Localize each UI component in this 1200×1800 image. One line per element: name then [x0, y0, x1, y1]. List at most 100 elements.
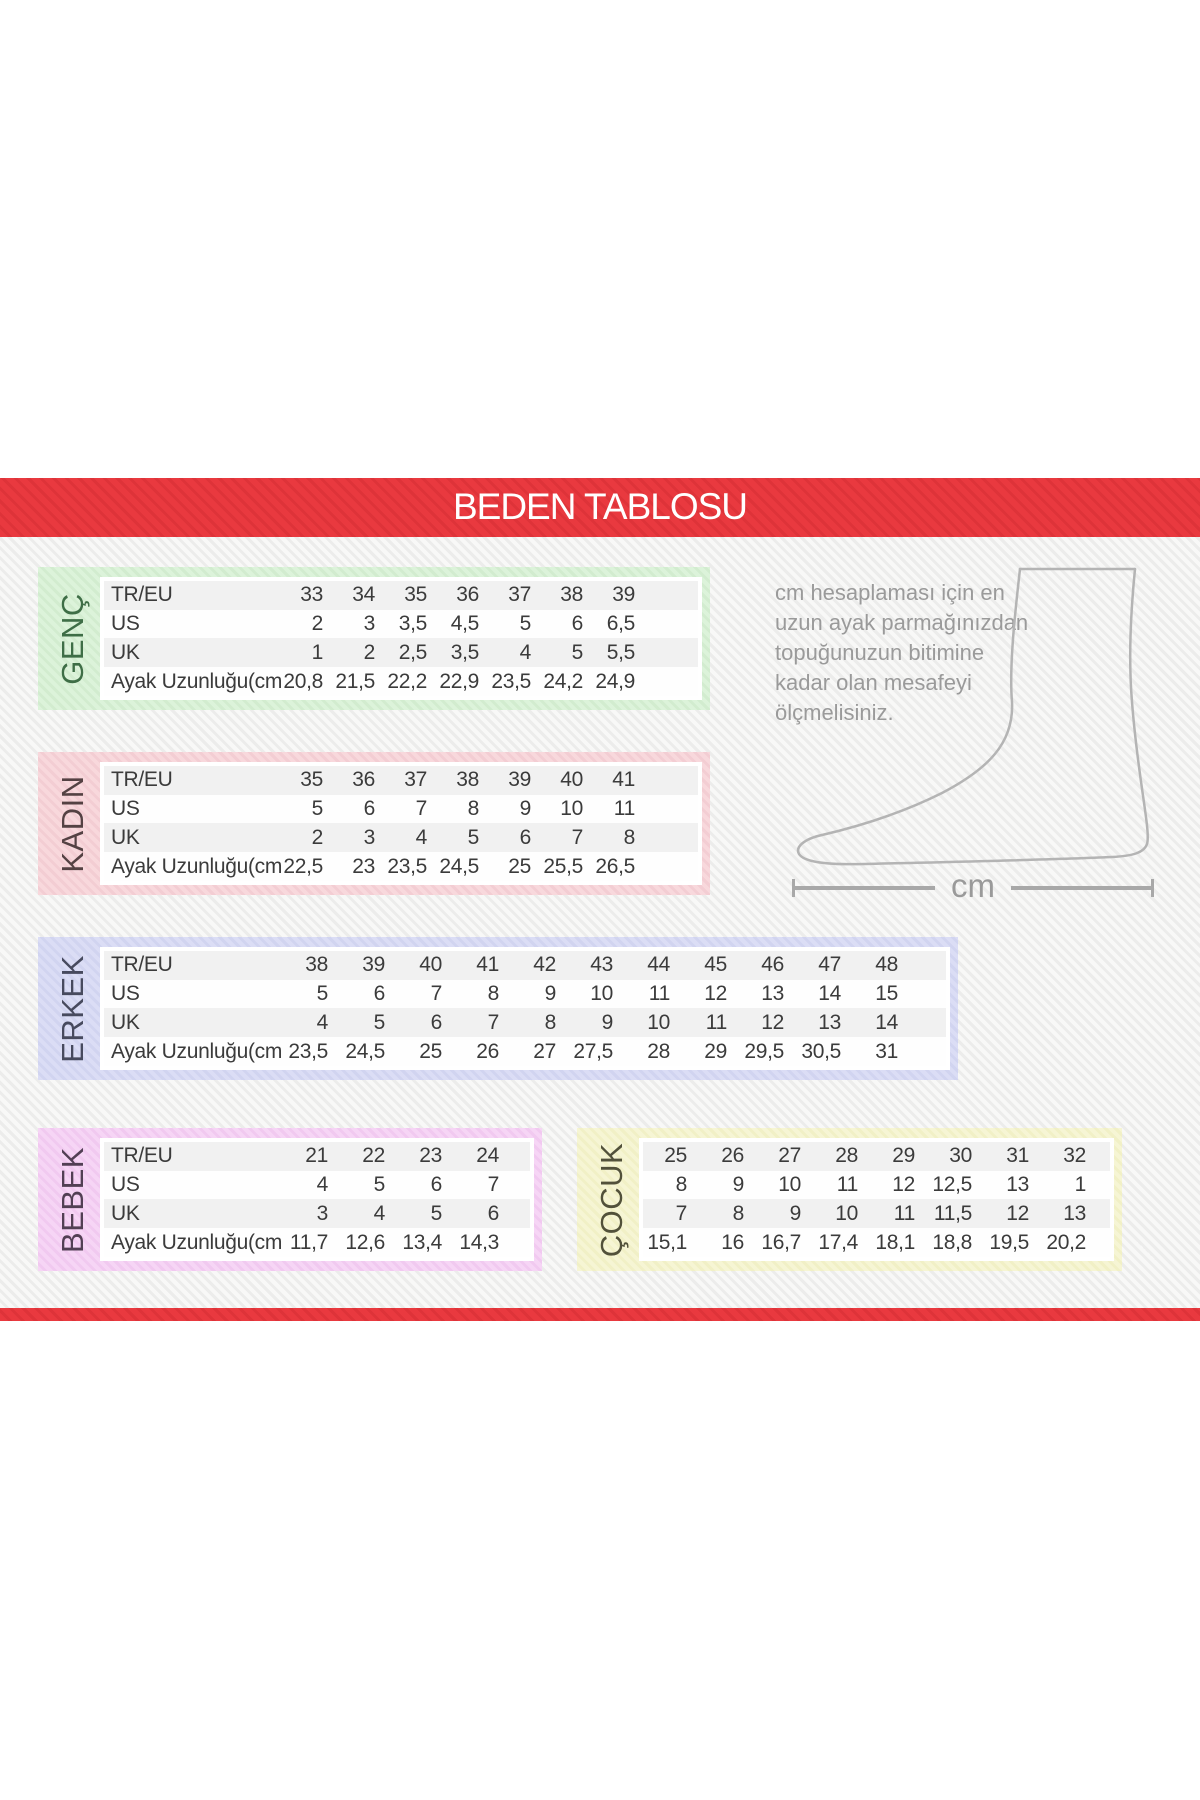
size-value: 8 — [453, 979, 510, 1009]
table-group-side: ERKEK — [46, 947, 100, 1070]
size-value: 23,5 — [490, 667, 542, 698]
size-value: 28 — [624, 1037, 681, 1068]
row-label: Ayak Uzunluğu(cm) — [102, 1037, 282, 1068]
table-row: TR/EU 21 22 23 24 — [102, 1140, 532, 1171]
table-row: UK 4 5 6 7 8 9 10 11 12 13 14 — [102, 1008, 948, 1038]
size-value: 2 — [282, 609, 334, 639]
size-value: 38 — [282, 949, 339, 980]
size-value: 47 — [795, 949, 852, 980]
size-value: 6 — [334, 794, 386, 824]
row-label: UK — [102, 1008, 282, 1038]
filler-cell — [646, 852, 700, 883]
size-value: 4 — [282, 1170, 339, 1200]
size-value: 44 — [624, 949, 681, 980]
size-value: 18,1 — [869, 1228, 926, 1259]
size-value: 5 — [339, 1170, 396, 1200]
filler-cell — [510, 1140, 532, 1171]
size-value: 4 — [490, 638, 542, 668]
size-value: 10 — [542, 794, 594, 824]
instruction-line: kadar olan mesafeyi — [775, 670, 972, 695]
table-group-label-erkek: ERKEK — [55, 954, 90, 1063]
size-value: 2 — [334, 638, 386, 668]
size-table: TR/EU 35 36 37 38 39 40 41 US 5 6 7 8 9 10 11 UK 2 3 4 5 6 7 8 A… — [100, 762, 702, 885]
size-value: 37 — [490, 579, 542, 610]
size-value: 39 — [339, 949, 396, 980]
filler-cell — [510, 1170, 532, 1200]
size-table-genc: GENÇ TR/EU 33 34 35 36 37 38 39 US 2 3 3,5 4,5 5 6 6,5 U… — [38, 567, 710, 710]
table-row: 8 9 10 11 12 12,5 13 1 — [641, 1170, 1112, 1200]
row-label: US — [102, 1170, 282, 1200]
size-value: 3 — [334, 823, 386, 853]
size-value: 22,2 — [386, 667, 438, 698]
size-value: 3,5 — [386, 609, 438, 639]
size-value: 41 — [453, 949, 510, 980]
size-value: 5,5 — [594, 638, 646, 668]
filler-cell — [1097, 1140, 1112, 1171]
size-value: 11 — [681, 1008, 738, 1038]
size-value: 20,8 — [282, 667, 334, 698]
size-value: 13 — [1040, 1199, 1097, 1229]
size-value: 5 — [542, 638, 594, 668]
size-value: 21,5 — [334, 667, 386, 698]
size-value: 8 — [594, 823, 646, 853]
size-value: 7 — [453, 1008, 510, 1038]
table-group-label-cocuk: ÇOCUK — [594, 1142, 629, 1257]
table-group-label-bebek: BEBEK — [55, 1146, 90, 1253]
size-value: 3,5 — [438, 638, 490, 668]
size-value: 6 — [453, 1199, 510, 1229]
size-value: 20,2 — [1040, 1228, 1097, 1259]
cm-unit-label: cm — [951, 866, 995, 904]
size-value: 11 — [812, 1170, 869, 1200]
size-value: 31 — [983, 1140, 1040, 1171]
title-banner: BEDEN TABLOSU — [0, 478, 1200, 537]
filler-cell — [510, 1228, 532, 1259]
size-value: 30,5 — [795, 1037, 852, 1068]
page-title: BEDEN TABLOSU — [452, 485, 748, 527]
table-row: UK 3 4 5 6 — [102, 1199, 532, 1229]
size-value: 6 — [339, 979, 396, 1009]
filler-cell — [909, 979, 948, 1009]
size-value: 27,5 — [567, 1037, 624, 1068]
size-table-bebek: BEBEK TR/EU 21 22 23 24 US 4 5 6 7 UK 3 4 5 6 Ayak Uzun… — [38, 1128, 542, 1271]
size-value: 31 — [852, 1037, 909, 1068]
size-value: 37 — [386, 764, 438, 795]
foot-outline-illustration — [796, 567, 1149, 866]
size-value: 14,3 — [453, 1228, 510, 1259]
size-value: 7 — [542, 823, 594, 853]
table-group-side: KADIN — [46, 762, 100, 885]
size-value: 35 — [282, 764, 334, 795]
size-value: 12 — [681, 979, 738, 1009]
table-row: US 2 3 3,5 4,5 5 6 6,5 — [102, 609, 700, 639]
size-value: 33 — [282, 579, 334, 610]
size-value: 3 — [282, 1199, 339, 1229]
size-value: 13 — [983, 1170, 1040, 1200]
table-row: UK 2 3 4 5 6 7 8 — [102, 823, 700, 853]
table-row: Ayak Uzunluğu(cm) 20,8 21,5 22,2 22,9 23,5 24,… — [102, 667, 700, 698]
table-row: 25 26 27 28 29 30 31 32 — [641, 1140, 1112, 1171]
size-value: 5 — [282, 979, 339, 1009]
row-label: Ayak Uzunluğu(cm) — [102, 852, 282, 883]
row-label: Ayak Uzunluğu(cm) — [102, 1228, 282, 1259]
size-value: 8 — [510, 1008, 567, 1038]
size-value: 1 — [1040, 1170, 1097, 1200]
size-value: 21 — [282, 1140, 339, 1171]
table-row: 15,1 16 16,7 17,4 18,1 18,8 19,5 20,2 — [641, 1228, 1112, 1259]
size-value: 32 — [1040, 1140, 1097, 1171]
table-row: US 5 6 7 8 9 10 11 — [102, 794, 700, 824]
row-label: UK — [102, 823, 282, 853]
size-value: 25 — [396, 1037, 453, 1068]
size-value: 10 — [812, 1199, 869, 1229]
filler-cell — [909, 1008, 948, 1038]
size-value: 9 — [490, 794, 542, 824]
size-value: 9 — [755, 1199, 812, 1229]
size-value: 10 — [624, 1008, 681, 1038]
measure-left-line — [795, 886, 935, 890]
instruction-line: cm hesaplaması için en — [775, 580, 1005, 605]
size-value: 24,5 — [339, 1037, 396, 1068]
size-value: 25 — [641, 1140, 698, 1171]
size-value: 7 — [453, 1170, 510, 1200]
size-value: 29 — [869, 1140, 926, 1171]
size-value: 14 — [795, 979, 852, 1009]
size-value: 4 — [386, 823, 438, 853]
size-value: 35 — [386, 579, 438, 610]
